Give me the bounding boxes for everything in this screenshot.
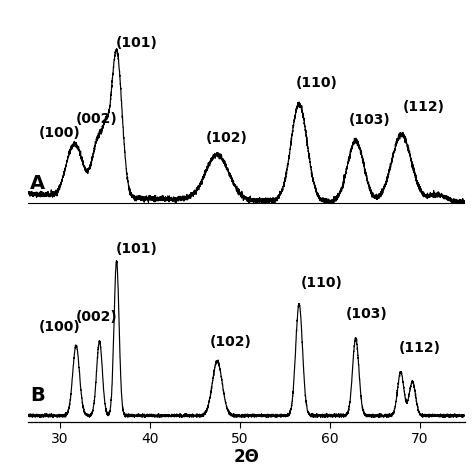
Text: (002): (002) [76, 111, 118, 126]
Text: (100): (100) [39, 319, 81, 334]
Text: (110): (110) [296, 76, 338, 90]
Text: (112): (112) [403, 100, 445, 114]
Text: (101): (101) [115, 242, 157, 256]
Text: (112): (112) [399, 341, 440, 355]
Text: (100): (100) [39, 126, 81, 140]
Text: (101): (101) [115, 36, 157, 50]
Text: (110): (110) [301, 276, 343, 290]
Text: (103): (103) [346, 307, 387, 321]
Text: (102): (102) [210, 335, 252, 349]
Text: (102): (102) [205, 131, 247, 145]
Text: (103): (103) [348, 113, 390, 127]
Text: A: A [30, 174, 45, 193]
X-axis label: 2Θ: 2Θ [234, 448, 259, 466]
Text: B: B [30, 386, 45, 405]
Text: (002): (002) [76, 310, 118, 324]
